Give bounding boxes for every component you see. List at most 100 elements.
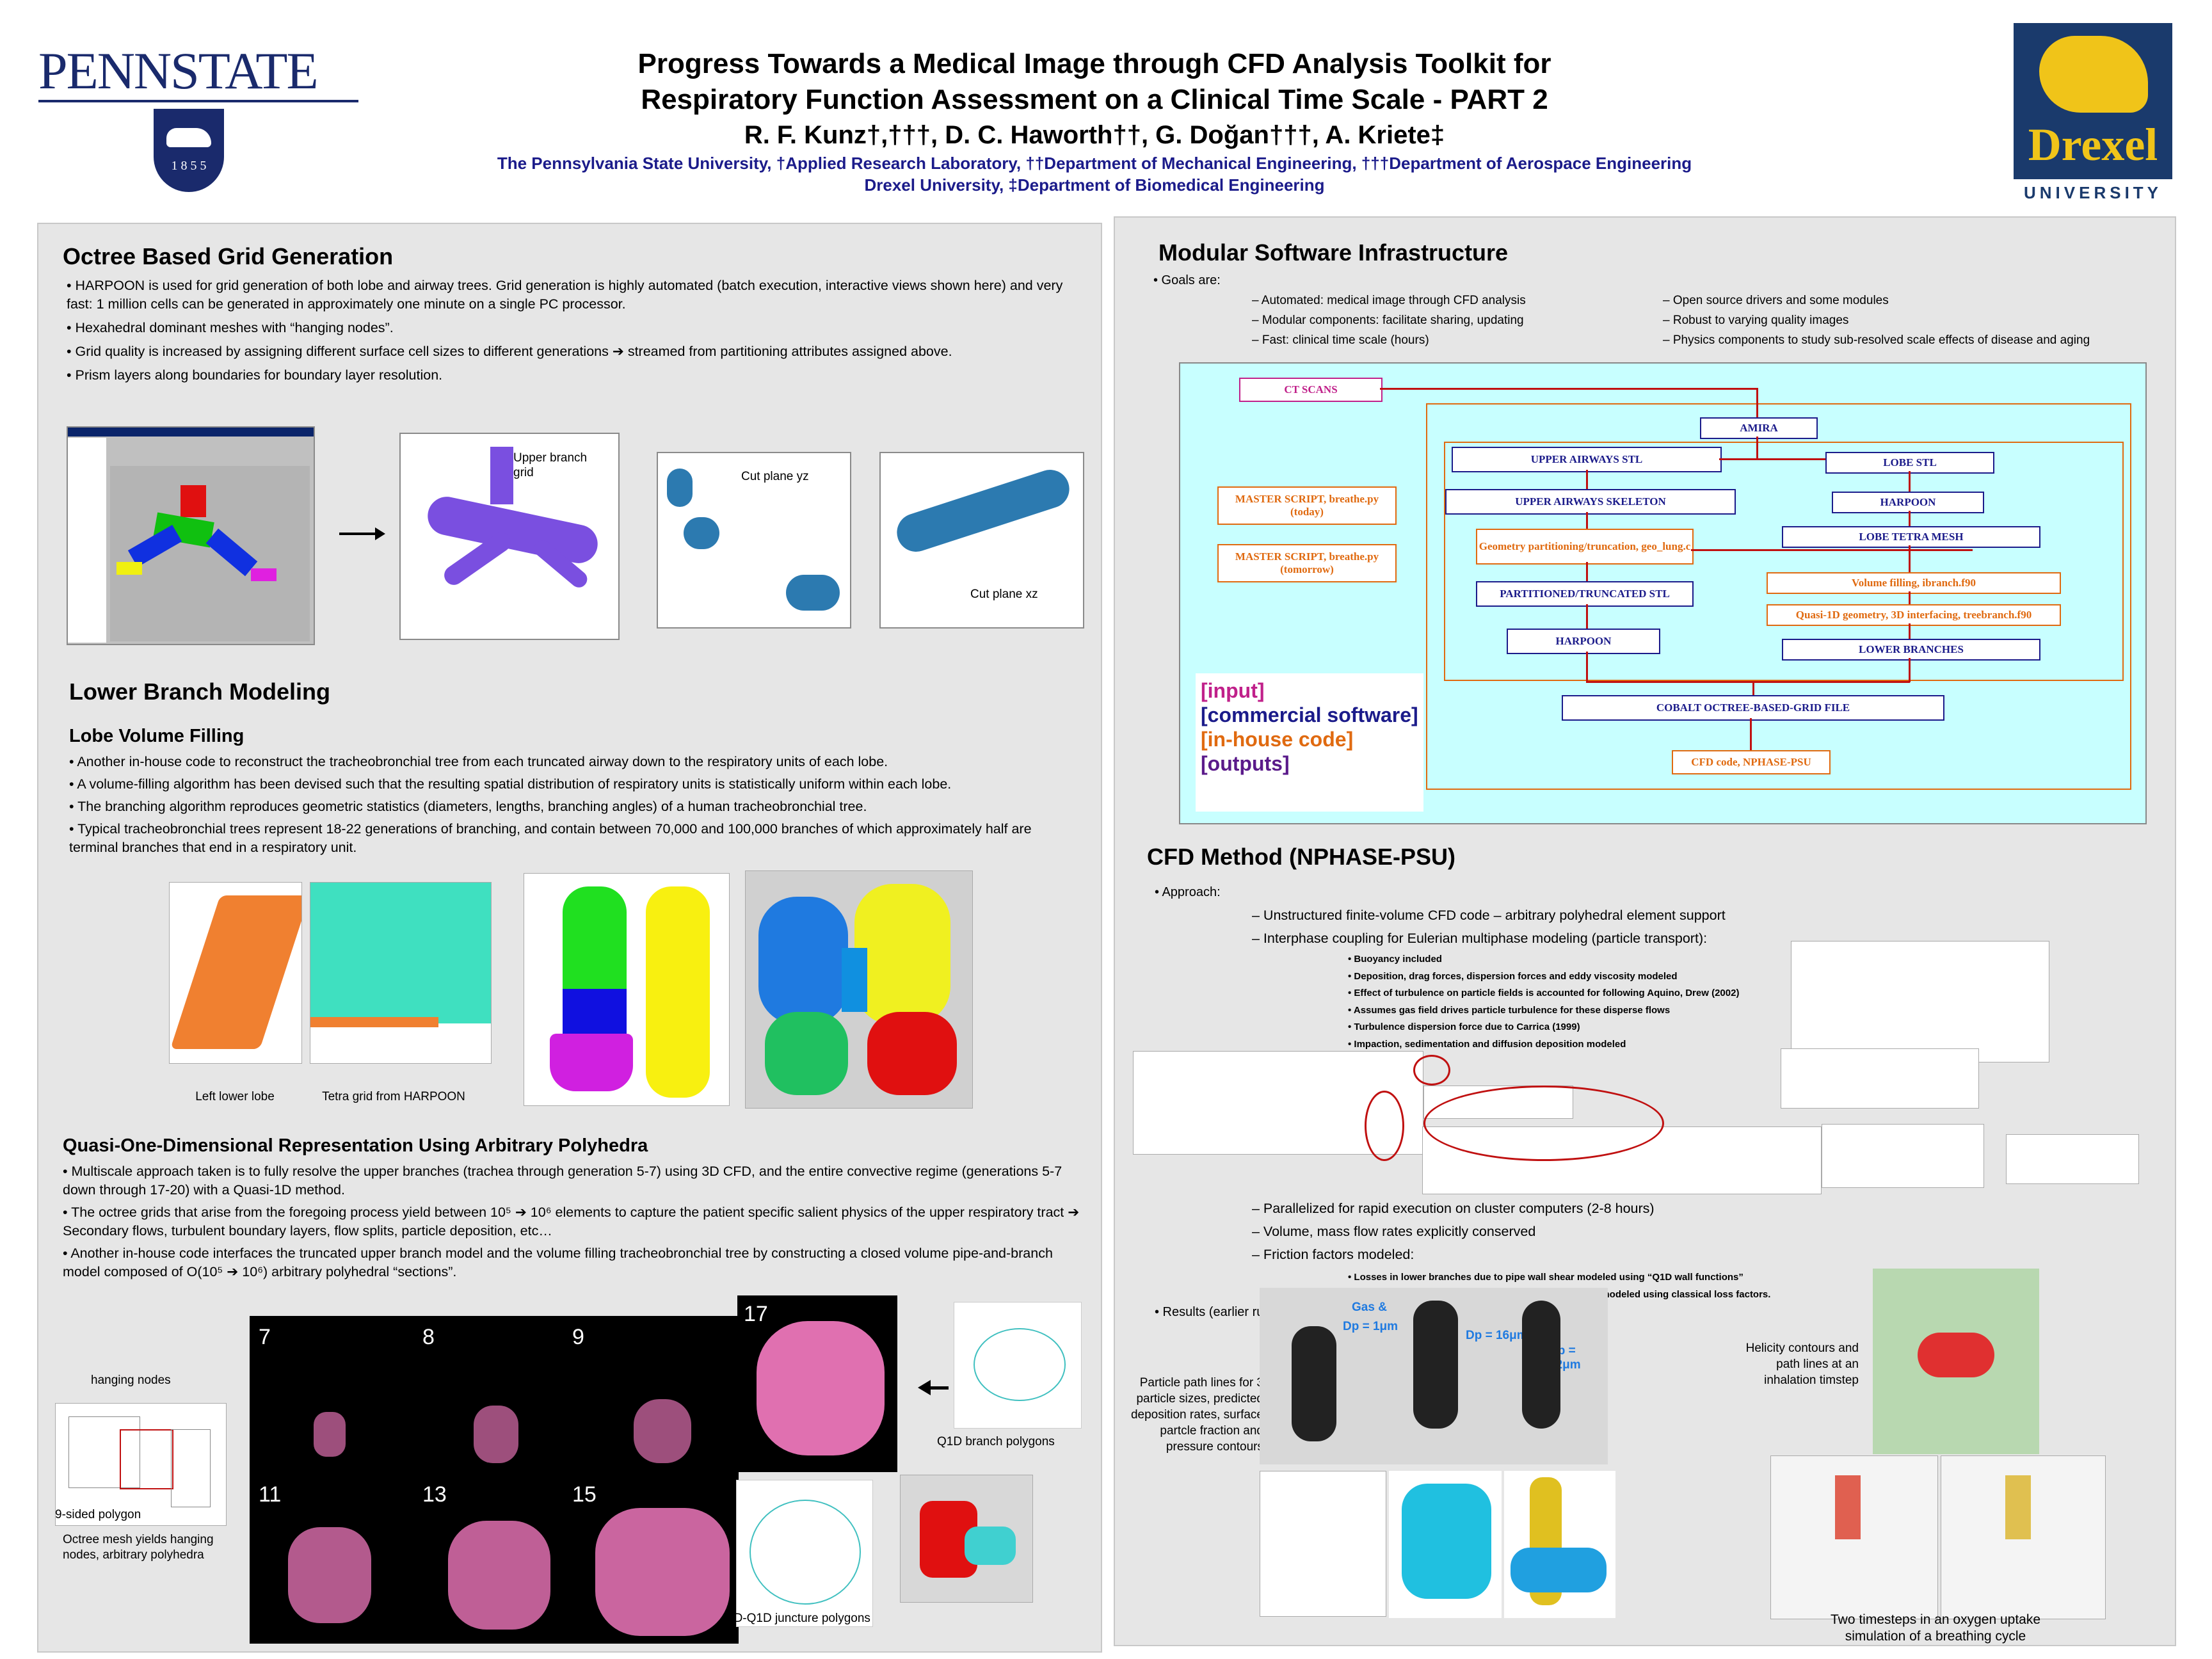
- left-panel: Octree Based Grid Generation • HARPOON i…: [37, 223, 1102, 1653]
- flow-arrow: [1752, 681, 1910, 683]
- particle-paths-image: Gas & Dp = 1μm Dp = 16μm Dp = 32μm: [1260, 1288, 1608, 1464]
- cut-plane-xz-image: Cut plane xz: [879, 452, 1084, 629]
- octree-mesh-caption: Octree mesh yields hanging nodes, arbitr…: [63, 1533, 214, 1562]
- tree-pane: [68, 438, 106, 643]
- quasi-bullets: • Multiscale approach taken is to fully …: [63, 1162, 1087, 1281]
- gen-label: 8: [422, 1325, 435, 1349]
- goal-item: – Automated: medical image through CFD a…: [1252, 294, 1526, 307]
- cfd-point: – Parallelized for rapid execution on cl…: [1252, 1201, 1655, 1216]
- lobe-shape: [170, 895, 301, 1049]
- highlight-circle: [1423, 1086, 1664, 1161]
- juncture-3d-image: [900, 1475, 1033, 1603]
- arrow-icon: [339, 533, 378, 535]
- timestep-image-1: [1770, 1455, 1938, 1619]
- octree-bullet: • Hexahedral dominant meshes with “hangi…: [67, 320, 394, 335]
- airway-shape: [1413, 1301, 1458, 1429]
- equation-image: [2006, 1134, 2139, 1184]
- lobe-volume-subtitle: Lobe Volume Filling: [69, 726, 244, 746]
- geometry-partition-box: Geometry partitioning/truncation, geo_lu…: [1476, 529, 1694, 565]
- flow-arrow: [1909, 471, 1911, 492]
- legend: [input] [commercial software] [in-house …: [1196, 673, 1423, 812]
- quasi-title: Quasi-One-Dimensional Representation Usi…: [63, 1135, 648, 1156]
- flow-arrow: [1909, 511, 1911, 526]
- goal-item: – Physics components to study sub-resolv…: [1663, 333, 2090, 347]
- master-script-today: MASTER SCRIPT, breathe.py (today): [1217, 486, 1397, 525]
- lobe-tetra-box: LOBE TETRA MESH: [1782, 526, 2040, 548]
- cfd-title: CFD Method (NPHASE-PSU): [1147, 844, 1455, 870]
- q1d-branch-image: [954, 1302, 1082, 1429]
- cobalt-grid-box: COBALT OCTREE-BASED-GRID FILE: [1562, 695, 1944, 721]
- tree-sprite: [474, 1406, 518, 1463]
- deposition-plot: [1260, 1471, 1386, 1617]
- drexel-university: UNIVERSITY: [2023, 183, 2163, 202]
- tetra-grid-caption: Tetra grid from HARPOON: [322, 1090, 465, 1103]
- arrow-head-icon: [375, 527, 385, 540]
- timesteps-caption: Two timesteps in an oxygen uptake simula…: [1830, 1612, 2041, 1644]
- approach-label: • Approach:: [1155, 885, 1221, 899]
- volume-filling-box: Volume filling, ibranch.f90: [1767, 572, 2061, 594]
- trachea-shape: [490, 447, 513, 504]
- flow-arrow: [1909, 658, 1911, 682]
- tetra-grid-image: [310, 882, 492, 1064]
- pennstate-shield: 1 8 5 5: [154, 109, 224, 192]
- octree-bullet: • HARPOON is used for grid generation of…: [67, 278, 1063, 312]
- equation-image: [1791, 941, 2049, 1062]
- ct-scans-box: CT SCANS: [1239, 378, 1382, 402]
- left-lower-lobe-image: [169, 882, 302, 1064]
- gen-17-image: 17: [737, 1295, 897, 1472]
- juncture-caption: 3D-Q1D juncture polygons: [727, 1612, 870, 1625]
- flow-arrow: [1719, 458, 1825, 460]
- window-titlebar: [68, 428, 314, 437]
- lower-bullets: • Another in-house code to reconstruct t…: [69, 753, 1080, 857]
- juncture-polygons-image: [736, 1480, 873, 1627]
- harpoon-bottom-box: HARPOON: [1507, 629, 1660, 654]
- flow-arrow: [1909, 623, 1911, 639]
- octree-bullet: • Prism layers along boundaries for boun…: [67, 367, 443, 383]
- quasi-bullet: • Multiscale approach taken is to fully …: [63, 1164, 1062, 1198]
- lion-icon: [166, 128, 211, 147]
- nine-sided-label: 9-sided polygon: [55, 1508, 141, 1521]
- orange-inner-frame: [1444, 442, 2124, 681]
- gen-label: 9: [572, 1325, 584, 1349]
- airway-shape: [1522, 1301, 1560, 1429]
- octree-mesh-image: [55, 1403, 227, 1526]
- goals-label: • Goals are:: [1153, 273, 1221, 287]
- lower-bullet: • The branching algorithm reproduces geo…: [69, 799, 867, 814]
- legend-input: [input]: [1201, 679, 1265, 702]
- goal-item: – Fast: clinical time scale (hours): [1252, 333, 1429, 347]
- lower-branches-box: LOWER BRANCHES: [1782, 639, 2040, 661]
- legend-outputs: [outputs]: [1201, 752, 1290, 775]
- master-script-tomorrow: MASTER SCRIPT, breathe.py (tomorrow): [1217, 544, 1397, 582]
- gen-17-label: 17: [744, 1302, 768, 1326]
- goal-item: – Robust to varying quality images: [1663, 314, 1849, 327]
- flow-arrow: [1586, 562, 1588, 581]
- harpoon-top-box: HARPOON: [1832, 492, 1984, 513]
- gen-label: 11: [259, 1482, 282, 1507]
- equation-image: [1822, 1124, 1984, 1188]
- title-line-2: Respiratory Function Assessment on a Cli…: [641, 84, 1548, 115]
- cfd-subpoint: • Losses in lower branches due to pipe w…: [1348, 1272, 1743, 1283]
- upper-branch-label: Upper branch grid: [513, 451, 588, 479]
- upper-skeleton-box: UPPER AIRWAYS SKELETON: [1445, 489, 1736, 515]
- airway-shape: [1292, 1326, 1336, 1441]
- flow-arrow: [1586, 604, 1588, 629]
- cfd-subpoint: • Assumes gas field drives particle turb…: [1348, 1004, 1671, 1016]
- gen-label: 15: [572, 1482, 597, 1507]
- lower-bullet: • Another in-house code to reconstruct t…: [69, 754, 888, 769]
- lobe-stl-box: LOBE STL: [1825, 452, 1994, 474]
- upper-airways-stl-box: UPPER AIRWAYS STL: [1452, 447, 1722, 472]
- cfd-subpoint: • Impaction, sedimentation and diffusion…: [1348, 1038, 1626, 1050]
- cfd-code-box: CFD code, NPHASE-PSU: [1672, 750, 1831, 774]
- lung-tree-image: [745, 870, 973, 1109]
- quasi-bullet: • Another in-house code interfaces the t…: [63, 1246, 1053, 1279]
- legend-inhouse: [in-house code]: [1201, 728, 1354, 751]
- drexel-wordmark: Drexel: [2028, 119, 2158, 170]
- tree-sprite: [288, 1527, 371, 1623]
- harpoon-window-image: [67, 426, 315, 645]
- partitioned-stl-box: PARTITIONED/TRUNCATED STL: [1476, 581, 1694, 607]
- affiliation-2: Drexel University, ‡Department of Biomed…: [864, 175, 1325, 195]
- title-line-1: Progress Towards a Medical Image through…: [637, 48, 1551, 79]
- drexel-logo: Drexel UNIVERSITY: [2014, 23, 2172, 205]
- timestep-image-2: [1941, 1455, 2106, 1619]
- cfd-point: – Interphase coupling for Eulerian multi…: [1252, 931, 1708, 946]
